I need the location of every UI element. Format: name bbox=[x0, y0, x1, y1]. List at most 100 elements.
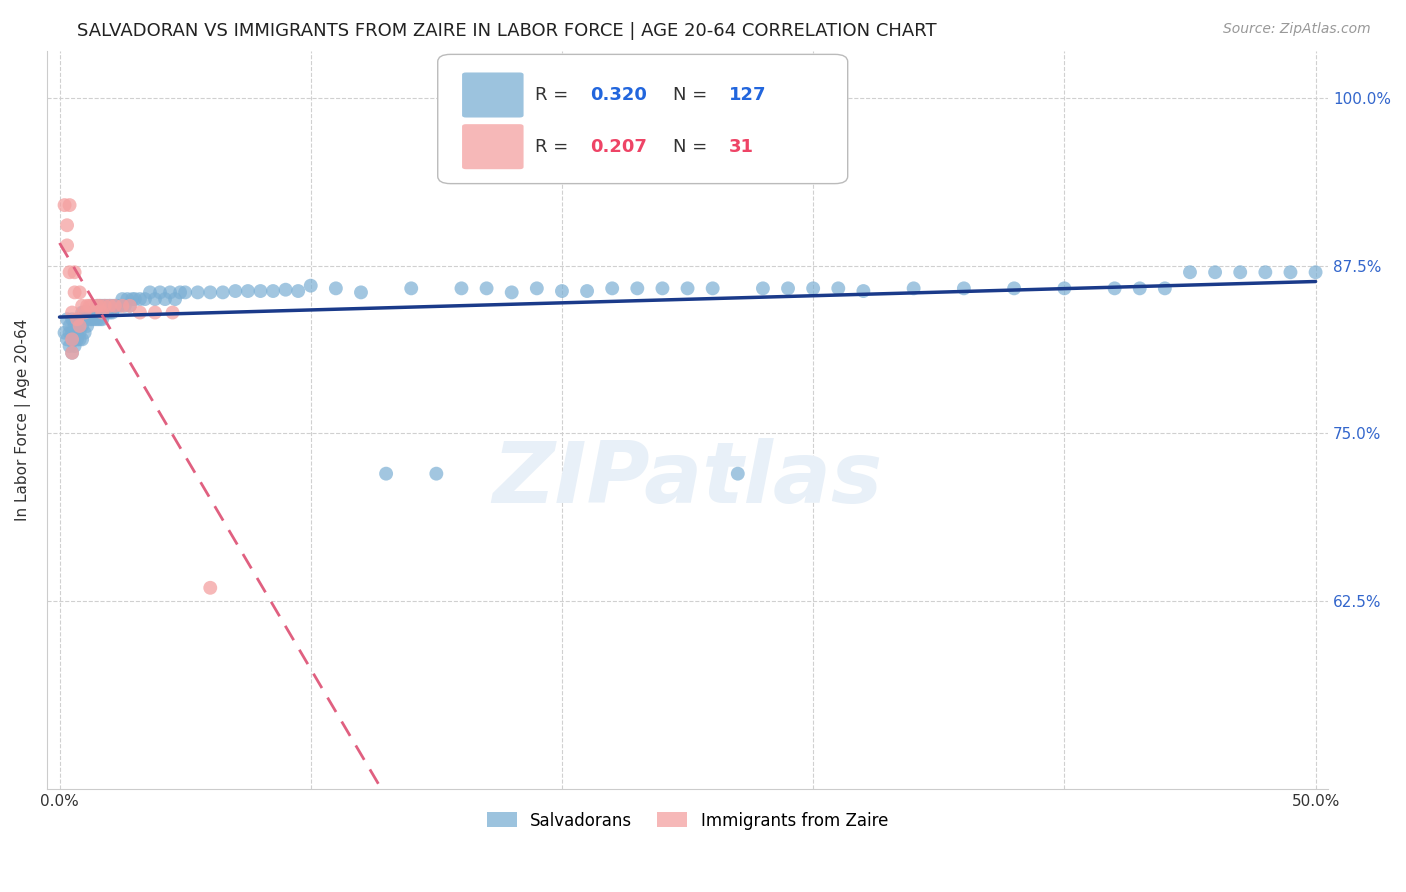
Point bbox=[118, 299, 141, 313]
Point bbox=[450, 281, 472, 295]
Point bbox=[852, 284, 875, 298]
Point bbox=[96, 305, 118, 319]
Point bbox=[114, 299, 136, 313]
Point bbox=[56, 219, 79, 233]
Point bbox=[651, 281, 673, 295]
Point bbox=[91, 312, 114, 326]
Point bbox=[56, 332, 79, 346]
Point bbox=[104, 299, 127, 313]
Point bbox=[399, 281, 422, 295]
Point bbox=[626, 281, 648, 295]
Point bbox=[134, 292, 156, 306]
Point bbox=[83, 305, 105, 319]
Point bbox=[58, 339, 80, 353]
Point bbox=[143, 305, 166, 319]
Point bbox=[73, 305, 96, 319]
Point bbox=[375, 467, 398, 481]
Point bbox=[211, 285, 233, 300]
FancyBboxPatch shape bbox=[463, 124, 523, 169]
Point bbox=[60, 305, 83, 319]
Point bbox=[58, 265, 80, 279]
Point bbox=[187, 285, 209, 300]
Point bbox=[86, 299, 108, 313]
Point bbox=[91, 299, 114, 313]
Point bbox=[1178, 265, 1201, 279]
Text: 0.207: 0.207 bbox=[591, 137, 647, 156]
Point bbox=[69, 318, 91, 333]
Point bbox=[66, 326, 89, 340]
Point bbox=[56, 238, 79, 252]
Point bbox=[1204, 265, 1226, 279]
Point bbox=[224, 284, 246, 298]
Point bbox=[149, 285, 172, 300]
Point bbox=[236, 284, 259, 298]
Point bbox=[56, 312, 79, 326]
Point bbox=[69, 285, 91, 300]
Point bbox=[159, 285, 181, 300]
Text: 0.320: 0.320 bbox=[591, 86, 647, 104]
Point bbox=[105, 299, 128, 313]
Point bbox=[350, 809, 373, 823]
Point bbox=[111, 299, 134, 313]
Point bbox=[702, 281, 724, 295]
Point bbox=[727, 467, 749, 481]
Text: N =: N = bbox=[673, 86, 713, 104]
Point bbox=[69, 312, 91, 326]
Point bbox=[94, 299, 117, 313]
Point bbox=[274, 283, 297, 297]
Point bbox=[69, 332, 91, 346]
Point bbox=[79, 299, 101, 313]
Point bbox=[63, 339, 86, 353]
Point bbox=[953, 281, 976, 295]
Point bbox=[101, 299, 124, 313]
Legend: Salvadorans, Immigrants from Zaire: Salvadorans, Immigrants from Zaire bbox=[481, 805, 894, 837]
Point bbox=[129, 305, 152, 319]
Point bbox=[475, 281, 498, 295]
Point bbox=[143, 292, 166, 306]
Point bbox=[1379, 265, 1402, 279]
Point bbox=[104, 299, 127, 313]
Point bbox=[70, 318, 93, 333]
Point bbox=[827, 281, 849, 295]
Point bbox=[66, 332, 89, 346]
Point bbox=[82, 305, 104, 319]
Point bbox=[73, 312, 96, 326]
Point bbox=[1305, 265, 1327, 279]
Point bbox=[89, 299, 111, 313]
Point bbox=[89, 299, 111, 313]
Point bbox=[98, 305, 121, 319]
Point bbox=[169, 285, 191, 300]
Point bbox=[425, 467, 447, 481]
Point bbox=[262, 284, 284, 298]
Point bbox=[91, 305, 114, 319]
Point bbox=[60, 332, 83, 346]
Point bbox=[139, 285, 162, 300]
Point bbox=[60, 332, 83, 346]
Point bbox=[96, 299, 118, 313]
Point bbox=[752, 281, 775, 295]
Point bbox=[129, 292, 152, 306]
Point bbox=[73, 305, 96, 319]
Point bbox=[903, 281, 925, 295]
Point bbox=[53, 198, 76, 212]
Point bbox=[53, 326, 76, 340]
Point bbox=[76, 318, 98, 333]
Point bbox=[83, 312, 105, 326]
Point bbox=[98, 299, 121, 313]
Point bbox=[325, 281, 347, 295]
Point bbox=[287, 284, 309, 298]
Point bbox=[121, 292, 143, 306]
Text: N =: N = bbox=[673, 137, 713, 156]
Point bbox=[86, 299, 108, 313]
Text: Source: ZipAtlas.com: Source: ZipAtlas.com bbox=[1223, 22, 1371, 37]
Point bbox=[1330, 265, 1353, 279]
Point bbox=[350, 285, 373, 300]
Point bbox=[58, 198, 80, 212]
Text: 127: 127 bbox=[728, 86, 766, 104]
Point bbox=[526, 281, 548, 295]
Point bbox=[174, 285, 197, 300]
Point bbox=[776, 281, 799, 295]
Point bbox=[79, 305, 101, 319]
Point bbox=[249, 284, 271, 298]
Point bbox=[551, 284, 574, 298]
